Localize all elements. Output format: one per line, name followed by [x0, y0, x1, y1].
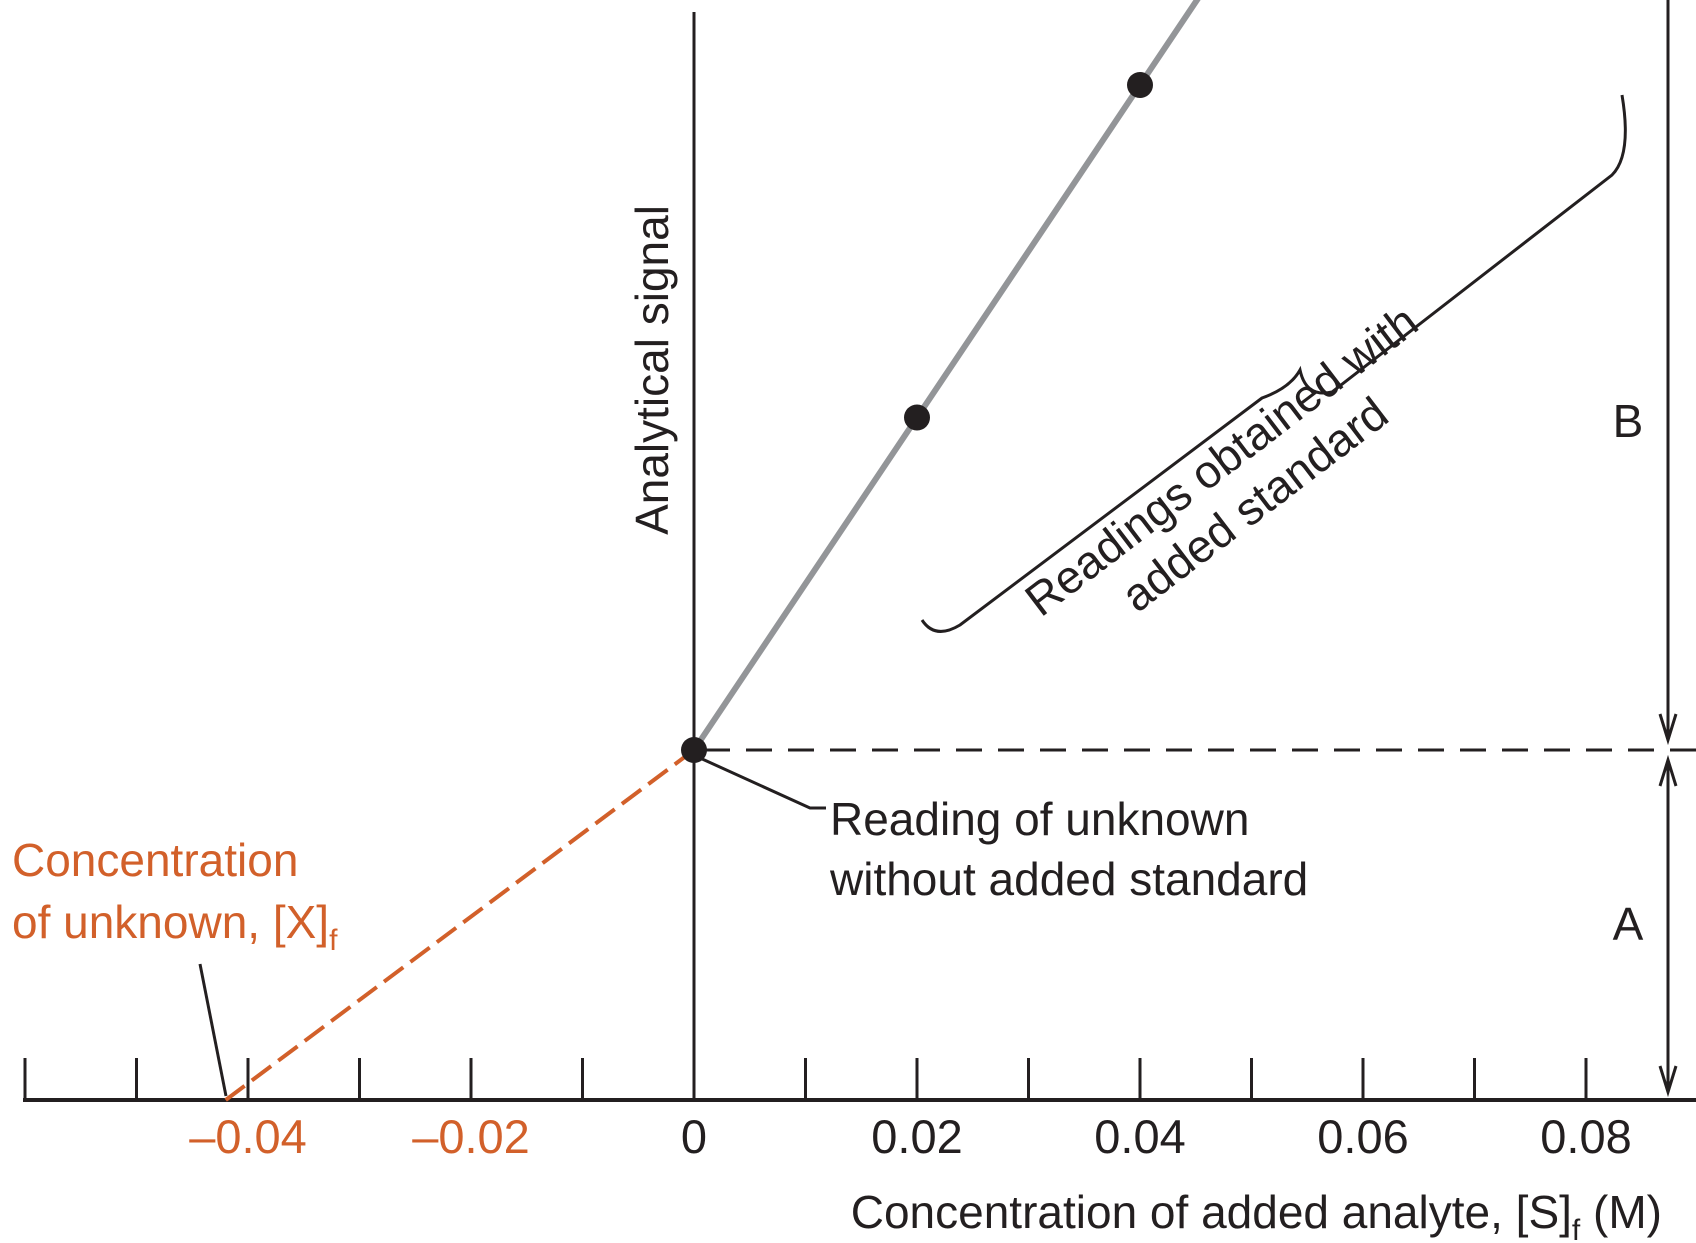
unknown-reading-leader — [699, 756, 826, 810]
x-tick-label: 0.02 — [871, 1110, 962, 1163]
x-tick-label: 0.08 — [1540, 1110, 1631, 1163]
x-tick-label: –0.02 — [412, 1110, 530, 1163]
label-a: A — [1613, 898, 1644, 950]
x-axis-ticks — [23, 1058, 1588, 1100]
arrow-a-arrowhead — [1658, 1065, 1678, 1098]
standard-readings-annotation: Readings obtained with added standard — [1015, 295, 1427, 626]
x-axis-title-text: Concentration of added analyte, [S] — [851, 1186, 1572, 1238]
x-tick-label: 0 — [681, 1110, 707, 1163]
data-points — [681, 72, 1153, 763]
unknown-reading-line1: Reading of unknown — [830, 793, 1249, 845]
unknown-conc-leader — [198, 963, 228, 1097]
x-axis-title-subscript: f — [1572, 1214, 1581, 1243]
y-axis-title: Analytical signal — [626, 205, 678, 535]
x-axis-title-unit: (M) — [1580, 1186, 1662, 1238]
unknown-conc-text: of unknown, [X] — [12, 896, 329, 948]
data-point — [1127, 72, 1153, 98]
label-b: B — [1613, 395, 1644, 447]
standard-readings-brace — [920, 94, 1627, 633]
unknown-conc-subscript: f — [329, 924, 338, 957]
standard-readings-line1: Readings obtained with — [1015, 295, 1427, 626]
arrow-b-arrowhead — [1658, 713, 1678, 746]
x-axis-title: Concentration of added analyte, [S]f (M) — [851, 1186, 1662, 1243]
fit-line — [691, 0, 1201, 752]
dimension-arrows — [1658, 0, 1678, 1098]
unknown-conc-line1: Concentration — [12, 834, 298, 886]
data-point — [681, 737, 707, 763]
x-axis-tick-labels: –0.04 –0.02 0 0.02 0.04 0.06 0.08 — [189, 1110, 1632, 1163]
x-tick-label: 0.06 — [1317, 1110, 1408, 1163]
arrow-a-arrowhead — [1658, 754, 1678, 787]
x-tick-label: –0.04 — [189, 1110, 307, 1163]
unknown-reading-line2: without added standard — [829, 853, 1308, 905]
unknown-conc-line2: of unknown, [X]f — [12, 896, 338, 957]
data-point — [904, 404, 930, 431]
x-tick-label: 0.04 — [1094, 1110, 1185, 1163]
